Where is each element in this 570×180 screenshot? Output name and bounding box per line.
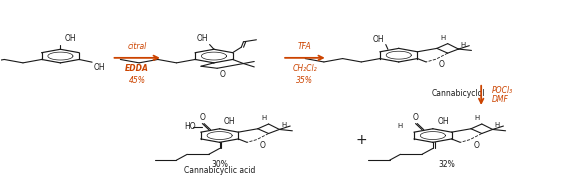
Text: O: O [413,113,418,122]
Text: O: O [473,141,479,150]
Text: OH: OH [197,34,209,43]
Text: Cannabicyclol: Cannabicyclol [431,89,485,98]
Text: 45%: 45% [129,76,146,85]
Text: OH: OH [224,117,235,126]
Text: H: H [397,123,402,129]
Text: citral: citral [128,42,147,51]
Text: 30%: 30% [211,161,228,170]
Text: CH₂Cl₂: CH₂Cl₂ [292,64,317,73]
Text: Cannabicyclic acid: Cannabicyclic acid [184,166,255,175]
Text: HO: HO [184,122,196,131]
Text: POCl₃: POCl₃ [491,86,512,95]
Text: O: O [439,60,445,69]
Text: 35%: 35% [296,76,314,85]
Text: OH: OH [64,34,76,43]
Text: O: O [200,113,205,122]
Text: 32%: 32% [439,161,455,170]
Text: H: H [282,122,287,128]
Text: EDDA: EDDA [125,64,149,73]
Text: H: H [495,122,500,128]
Text: O: O [260,141,266,150]
Text: H: H [461,42,466,48]
Text: DMF: DMF [491,95,508,104]
Text: H: H [261,115,266,121]
Text: OH: OH [93,62,105,71]
Text: O: O [219,70,225,79]
Text: H: H [474,115,479,121]
Text: TFA: TFA [298,42,312,51]
Text: +: + [356,133,368,147]
Text: OH: OH [373,35,385,44]
Text: OH: OH [437,117,449,126]
Text: H: H [440,35,446,41]
